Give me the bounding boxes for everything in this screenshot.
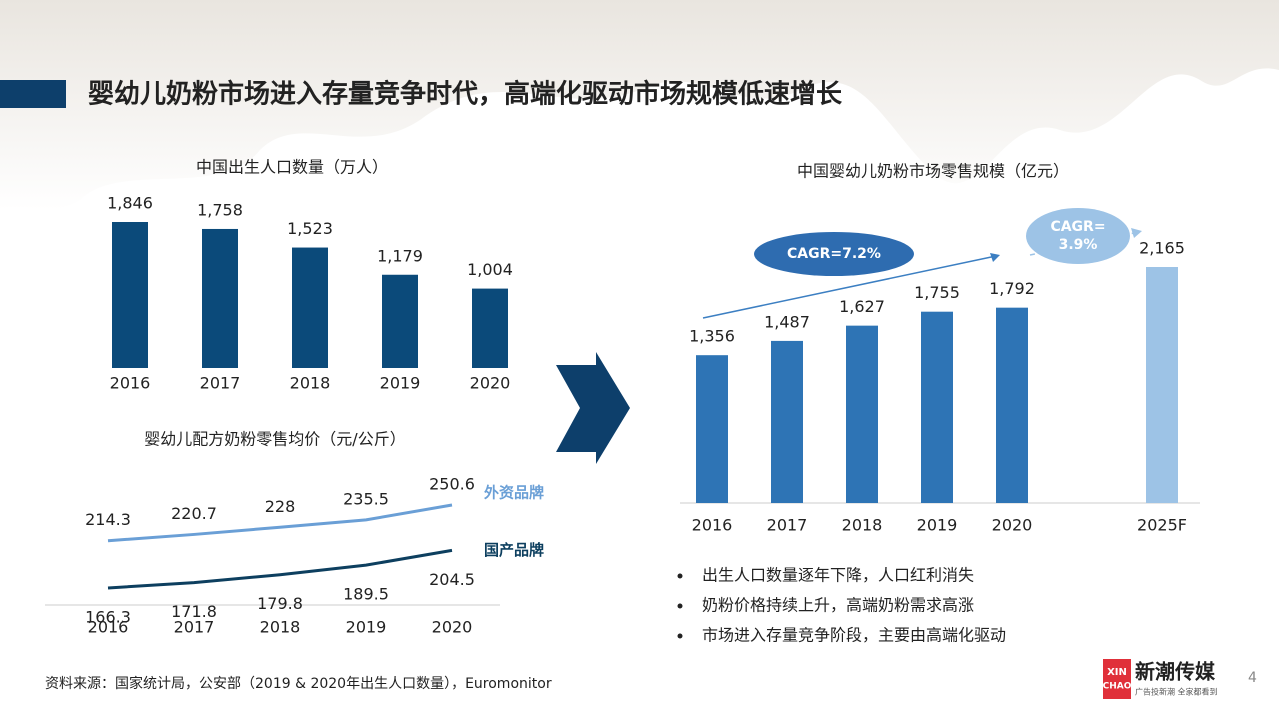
chart-title: 婴幼儿配方奶粉零售均价（元/公斤） xyxy=(144,430,405,449)
series-line xyxy=(107,503,453,543)
x-tick-label: 2017 xyxy=(174,618,215,637)
milk-splash xyxy=(0,0,1279,210)
data-label: 1,755 xyxy=(914,283,960,302)
data-label: 1,487 xyxy=(764,312,810,331)
x-tick-label: 2018 xyxy=(260,618,301,637)
data-label: 228 xyxy=(265,497,296,516)
bar xyxy=(202,228,238,368)
legend-label: 外资品牌 xyxy=(483,484,544,502)
page-number: 4 xyxy=(1248,670,1257,686)
x-tick-label: 2017 xyxy=(200,374,241,393)
data-label: 171.8 xyxy=(171,602,217,621)
bullet-dot xyxy=(677,603,683,609)
data-label: 1,523 xyxy=(287,219,333,238)
x-tick-label: 2016 xyxy=(88,618,129,637)
bullet-dot xyxy=(677,633,683,639)
cagr-badge xyxy=(754,232,914,276)
bullet-text: 出生人口数量逐年下降，人口红利消失 xyxy=(702,566,974,585)
data-label: 1,846 xyxy=(107,194,153,213)
x-tick-label: 2017 xyxy=(767,516,808,535)
flow-arrow xyxy=(556,352,630,464)
cagr-arrowhead xyxy=(990,253,1000,262)
data-label: 204.5 xyxy=(429,570,475,589)
bullet-text: 市场进入存量竞争阶段，主要由高端化驱动 xyxy=(702,626,1006,645)
bar xyxy=(382,274,418,368)
bar xyxy=(996,307,1028,503)
chart-title: 中国婴幼儿奶粉市场零售规模（亿元） xyxy=(797,162,1069,181)
bar xyxy=(771,340,803,503)
series-line xyxy=(107,548,453,590)
legend-label: 国产品牌 xyxy=(484,541,544,559)
logo-mark-text: XIN xyxy=(1107,667,1127,678)
data-label: 1,758 xyxy=(197,200,243,219)
logo-tagline: 广告投新潮 全家都看到 xyxy=(1135,687,1218,697)
x-tick-label: 2016 xyxy=(692,516,733,535)
data-label: 214.3 xyxy=(85,510,131,529)
bar xyxy=(846,325,878,503)
cagr-badge xyxy=(1026,208,1130,264)
x-tick-label: 2019 xyxy=(917,516,958,535)
x-tick-label: 2019 xyxy=(346,618,387,637)
cagr-label: CAGR=7.2% xyxy=(787,246,881,262)
x-tick-label: 2018 xyxy=(290,374,331,393)
title-bar xyxy=(0,80,66,108)
bullet-dot xyxy=(677,573,683,579)
x-tick-label: 2020 xyxy=(432,618,473,637)
data-label: 1,004 xyxy=(467,260,513,279)
bar xyxy=(292,247,328,368)
chart-title: 中国出生人口数量（万人） xyxy=(196,158,388,177)
data-label: 250.6 xyxy=(429,475,475,494)
logo-mark xyxy=(1103,659,1131,699)
data-label: 189.5 xyxy=(343,585,389,604)
cagr-label: 3.9% xyxy=(1059,237,1098,253)
bar xyxy=(472,288,508,368)
logo-mark-text: CHAO xyxy=(1103,682,1132,692)
data-label: 1,627 xyxy=(839,297,885,316)
x-tick-label: 2020 xyxy=(992,516,1033,535)
data-label: 220.7 xyxy=(171,504,217,523)
cagr-arrow xyxy=(702,255,997,319)
data-label: 1,179 xyxy=(377,246,423,265)
x-tick-label: 2025F xyxy=(1137,516,1187,535)
data-label: 166.3 xyxy=(85,608,131,627)
logo-name: 新潮传媒 xyxy=(1135,660,1216,684)
data-label: 235.5 xyxy=(343,489,389,508)
data-label: 1,356 xyxy=(689,327,735,346)
source-note: 资料来源：国家统计局，公安部（2019 & 2020年出生人口数量），Eurom… xyxy=(45,675,552,692)
cagr-label: CAGR= xyxy=(1050,219,1105,235)
bullet-text: 奶粉价格持续上升，高端奶粉需求高涨 xyxy=(702,596,974,615)
data-label: 2,165 xyxy=(1139,239,1185,258)
bar xyxy=(696,355,728,503)
x-tick-label: 2020 xyxy=(470,374,511,393)
bar xyxy=(921,311,953,503)
x-tick-label: 2019 xyxy=(380,374,421,393)
x-tick-label: 2018 xyxy=(842,516,883,535)
bar xyxy=(1146,267,1178,503)
data-label: 1,792 xyxy=(989,279,1035,298)
cagr-arrowhead xyxy=(1131,228,1142,238)
bar xyxy=(112,222,148,368)
slide-title: 婴幼儿奶粉市场进入存量竞争时代，高端化驱动市场规模低速增长 xyxy=(88,79,843,110)
data-label: 179.8 xyxy=(257,594,303,613)
x-tick-label: 2016 xyxy=(110,374,151,393)
